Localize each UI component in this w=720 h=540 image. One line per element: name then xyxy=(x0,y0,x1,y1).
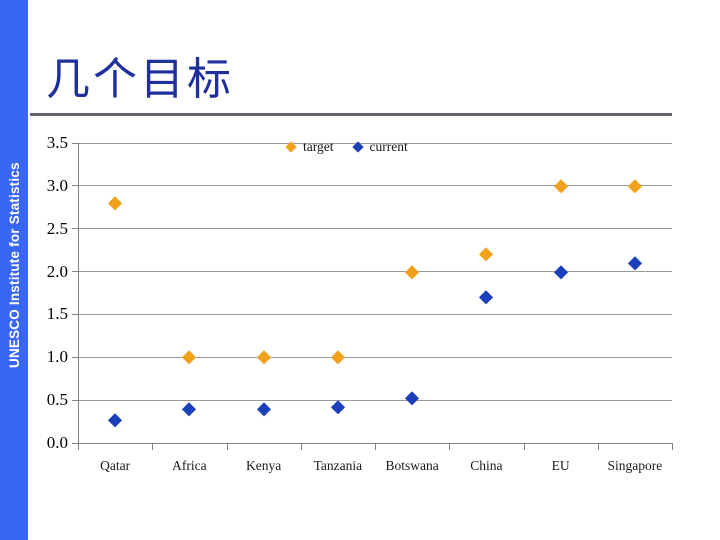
x-axis-tick xyxy=(300,444,302,450)
x-axis-tick xyxy=(152,444,154,450)
x-axis-tick xyxy=(523,444,525,450)
data-point-target xyxy=(628,179,642,193)
legend-item-target: target xyxy=(285,139,334,154)
y-axis-tick xyxy=(72,399,78,401)
y-axis-tick xyxy=(72,356,78,358)
x-tick-label: China xyxy=(470,458,503,473)
data-point-current xyxy=(108,413,122,427)
legend-label: current xyxy=(369,139,408,154)
y-tick-label: 0.5 xyxy=(46,390,68,410)
y-tick-label: 0.0 xyxy=(46,433,68,452)
y-tick-label: 1.5 xyxy=(46,304,68,324)
gridline xyxy=(78,185,672,187)
sidebar: UNESCO Institute for Statistics xyxy=(0,0,28,540)
y-tick-label: 3.5 xyxy=(46,133,68,152)
current-diamond-icon xyxy=(351,140,364,153)
x-tick-label: Tanzania xyxy=(313,458,363,473)
title-underline-divider xyxy=(30,113,672,116)
data-point-target xyxy=(256,350,271,364)
data-point-target xyxy=(405,264,419,279)
x-tick-label: EU xyxy=(551,458,570,473)
chart-legend: target current xyxy=(285,139,408,154)
x-axis-tick xyxy=(597,444,599,450)
legend-label: target xyxy=(303,139,334,154)
y-axis-tick xyxy=(72,228,78,230)
y-axis-line xyxy=(78,143,79,443)
target-diamond-icon xyxy=(285,140,297,153)
y-axis-tick xyxy=(72,313,78,315)
y-axis-tick xyxy=(72,185,78,187)
gridline xyxy=(78,228,672,230)
y-axis-tick xyxy=(72,271,78,273)
data-point-current xyxy=(256,401,271,416)
y-tick-label: 2.0 xyxy=(46,261,68,281)
data-point-target xyxy=(331,350,345,364)
data-point-current xyxy=(331,400,345,414)
x-axis-tick xyxy=(449,444,451,450)
x-axis-line xyxy=(78,443,673,444)
gridline xyxy=(78,356,672,358)
x-axis-tick xyxy=(78,444,79,450)
data-point-target xyxy=(553,179,568,193)
gridline xyxy=(78,313,672,315)
data-point-target xyxy=(182,350,197,364)
y-axis-tick xyxy=(72,442,78,444)
gridline xyxy=(78,399,672,401)
x-axis-tick xyxy=(672,444,673,450)
data-point-current xyxy=(405,391,419,406)
y-axis-tick xyxy=(72,142,78,144)
x-axis-tick xyxy=(375,444,376,450)
data-point-current xyxy=(628,256,642,270)
data-point-current xyxy=(182,401,197,416)
data-point-current xyxy=(553,264,568,279)
x-tick-label: Botswana xyxy=(385,458,439,473)
x-tick-label: Kenya xyxy=(246,458,282,473)
x-axis-tick xyxy=(226,444,228,450)
y-tick-label: 2.5 xyxy=(46,218,68,238)
x-tick-label: Singapore xyxy=(607,458,663,473)
gridline xyxy=(78,271,672,273)
x-tick-label: Africa xyxy=(172,458,207,473)
data-point-target xyxy=(479,247,494,262)
data-point-current xyxy=(479,290,494,304)
slide-title: 几个目标 xyxy=(46,54,234,105)
gridline xyxy=(78,142,672,144)
y-tick-label: 1.0 xyxy=(46,347,68,367)
legend-item-current: current xyxy=(351,139,408,154)
x-tick-label: Qatar xyxy=(100,458,131,473)
y-tick-label: 3.0 xyxy=(46,175,68,195)
data-point-target xyxy=(108,196,122,210)
